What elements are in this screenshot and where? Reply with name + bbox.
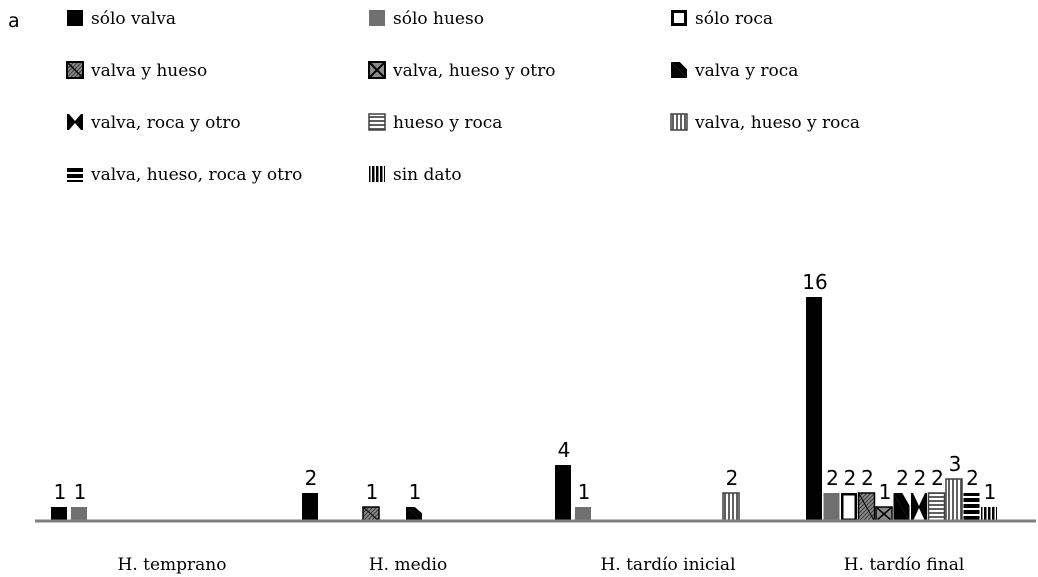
data-label: 3 <box>949 452 962 476</box>
legend-item-sin-dato: sin dato <box>369 165 462 185</box>
data-label: 1 <box>366 480 379 504</box>
bar-h-tardio-inicial-solo-hueso <box>575 507 591 521</box>
bar-h-tardio-final-valva-hueso-y-roca <box>945 478 963 522</box>
panel-label: a <box>8 10 20 32</box>
data-label: 2 <box>726 466 739 490</box>
legend-swatch <box>671 62 687 78</box>
legend-item-hueso-y-roca: hueso y roca <box>368 113 502 133</box>
data-label: 1 <box>74 480 87 504</box>
bar-h-medio-valva-y-roca <box>406 507 422 521</box>
legend-swatch <box>67 166 83 182</box>
legend-swatch <box>369 166 385 182</box>
data-label: 2 <box>966 466 979 490</box>
legend-swatch <box>67 114 83 130</box>
legend-swatch <box>670 113 688 131</box>
legend-label: sólo valva <box>91 9 176 29</box>
data-label: 1 <box>409 480 422 504</box>
legend-swatch <box>671 10 687 26</box>
bar-h-tardio-final-solo-valva <box>806 297 822 521</box>
legend-label: sin dato <box>393 165 462 185</box>
data-label: 1 <box>984 480 997 504</box>
legend-item-solo-valva: sólo valva <box>67 9 176 29</box>
bar-h-tardio-inicial-valva-hueso-y-roca <box>722 492 740 522</box>
bar-h-tardio-final-valva-y-hueso <box>857 492 876 522</box>
data-label: 2 <box>861 466 874 490</box>
legend-label: valva y hueso <box>90 61 207 81</box>
data-label: 16 <box>802 270 827 294</box>
bar-h-tardio-final-valva-y-roca <box>893 493 910 521</box>
bar-h-tardio-final-solo-hueso <box>823 493 840 521</box>
bar-h-tardio-final-sin-dato <box>981 507 997 521</box>
legend-label: valva, hueso, roca y otro <box>90 165 302 185</box>
legend-item-valva-hueso-roca-y-otro: valva, hueso, roca y otro <box>67 165 302 185</box>
bar-h-tardio-final-valva-hueso-roca-y-otro <box>963 493 980 521</box>
x-tick-h-tardio-final: H. tardío final <box>844 555 965 575</box>
data-label: 2 <box>896 466 909 490</box>
bar-h-tardio-final-valva-hueso-y-otro <box>875 506 893 522</box>
legend-label: valva, hueso y otro <box>392 61 555 81</box>
data-label: 2 <box>844 466 857 490</box>
data-label: 2 <box>305 466 318 490</box>
legend-label: valva y roca <box>694 61 798 81</box>
legend-swatch <box>369 10 385 26</box>
bar-h-temprano-solo-hueso <box>71 507 87 521</box>
x-tick-h-tardio-inicial: H. tardío inicial <box>600 555 735 575</box>
data-label: 1 <box>879 480 892 504</box>
legend: sólo valva sólo hueso sólo roca valva y hue… <box>66 9 860 185</box>
legend-swatch <box>368 113 386 131</box>
bar-h-tardio-final-valva-roca-y-otro <box>911 493 927 521</box>
bar-h-tardio-final-solo-roca <box>841 493 857 521</box>
legend-swatch <box>66 61 84 79</box>
legend-label: sólo hueso <box>393 9 484 29</box>
legend-item-valva-y-roca: valva y roca <box>671 61 798 81</box>
data-label: 2 <box>931 466 944 490</box>
legend-label: valva, roca y otro <box>90 113 241 133</box>
data-label: 2 <box>914 466 927 490</box>
legend-item-valva-y-hueso: valva y hueso <box>66 61 207 81</box>
data-label: 4 <box>558 438 571 462</box>
legend-item-valva-hueso-y-roca: valva, hueso y roca <box>670 113 860 133</box>
data-label: 1 <box>578 480 591 504</box>
legend-item-solo-hueso: sólo hueso <box>369 9 484 29</box>
x-tick-labels: H. temprano H. medio H. tardío inicial H. t… <box>118 555 965 575</box>
legend-swatch <box>368 61 386 79</box>
x-tick-h-temprano: H. temprano <box>118 555 227 575</box>
bar-h-tardio-final-hueso-y-roca <box>927 492 946 522</box>
bar-h-tardio-inicial-solo-valva <box>555 465 571 521</box>
bar-h-medio-valva-y-hueso <box>362 506 380 522</box>
bar-h-medio-solo-valva <box>302 493 318 521</box>
legend-label: valva, hueso y roca <box>694 113 860 133</box>
legend-label: sólo roca <box>695 9 773 29</box>
data-label: 1 <box>54 480 67 504</box>
bar-h-temprano-solo-valva <box>51 507 67 521</box>
legend-item-solo-roca: sólo roca <box>671 9 773 29</box>
legend-item-valva-roca-y-otro: valva, roca y otro <box>67 113 241 133</box>
legend-label: hueso y roca <box>393 113 502 133</box>
legend-item-valva-hueso-y-otro: valva, hueso y otro <box>368 61 555 81</box>
data-label: 2 <box>826 466 839 490</box>
x-tick-h-medio: H. medio <box>369 555 447 575</box>
legend-swatch <box>67 10 83 26</box>
